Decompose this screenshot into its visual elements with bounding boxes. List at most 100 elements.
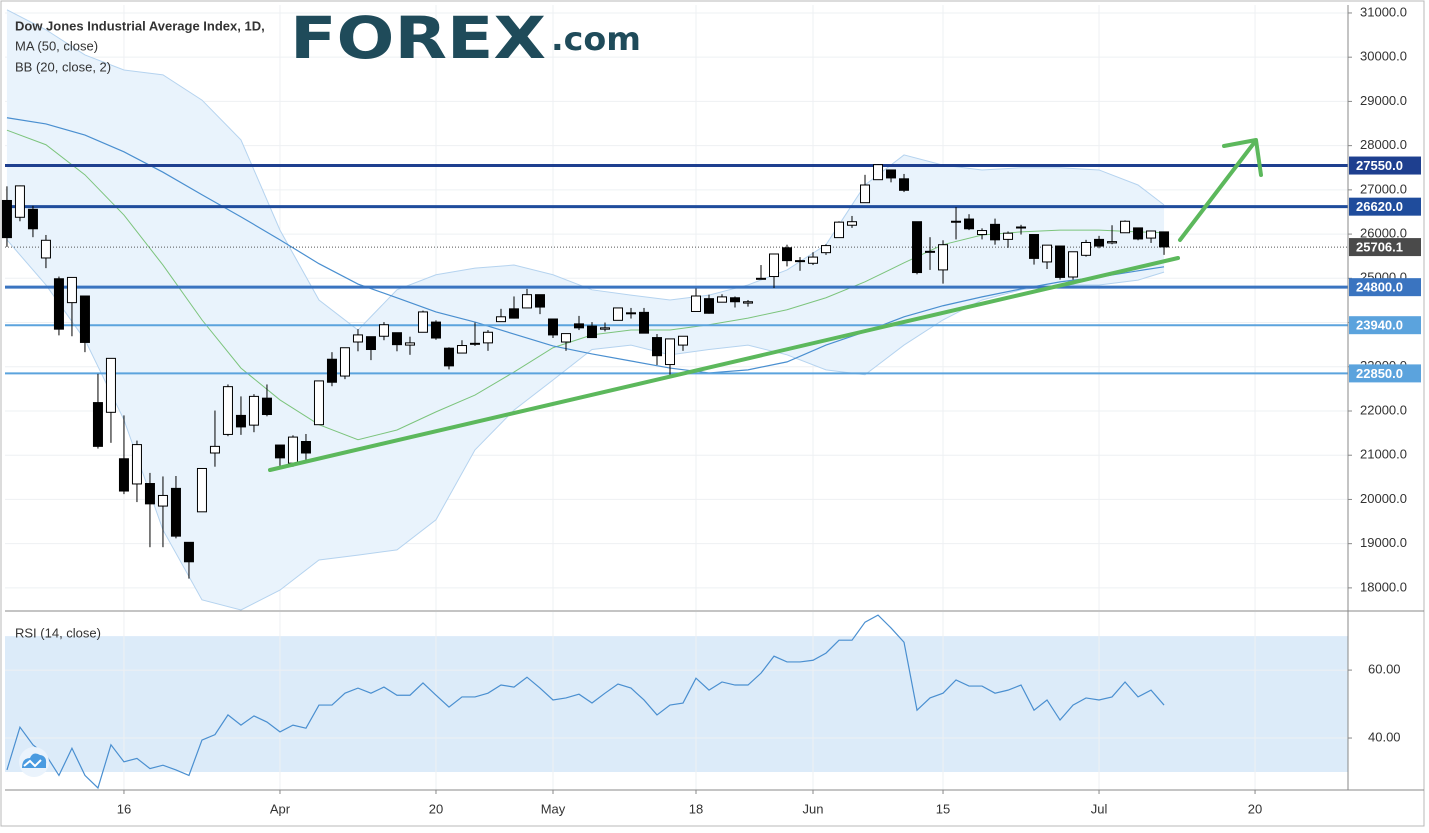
logo: FOREX: [290, 4, 546, 72]
candle-body: [235, 414, 246, 428]
candle-body: [1055, 245, 1066, 278]
candle-body: [391, 332, 402, 346]
candle-body: [977, 230, 988, 236]
candle-body: [899, 178, 910, 191]
candle-body: [157, 494, 168, 507]
candle-body: [547, 318, 558, 336]
y-tick-label: 28000.0: [1360, 137, 1407, 152]
price-tag-label: 24800.0: [1356, 280, 1403, 295]
candle-body: [313, 380, 324, 426]
candle-body: [886, 169, 897, 179]
y-tick-label: 20000.0: [1360, 491, 1407, 506]
candle-body: [743, 301, 754, 304]
candle-body: [27, 208, 38, 230]
y-tick-label: 29000.0: [1360, 93, 1407, 108]
arrow-shaft: [1178, 141, 1256, 242]
price-tag-label: 27550.0: [1356, 158, 1403, 173]
candle-body: [508, 308, 519, 319]
candle-body: [274, 444, 285, 459]
candle-body: [365, 336, 376, 351]
x-tick-label: Apr: [270, 801, 291, 816]
candle-body: [1146, 230, 1157, 239]
x-tick-label: Jun: [803, 801, 824, 816]
x-tick-label: 20: [1248, 801, 1262, 816]
candle-body: [261, 397, 272, 416]
candle-body: [769, 253, 780, 278]
candle-body: [66, 276, 77, 304]
legend-bb: BB (20, close, 2): [15, 59, 111, 74]
y-tick-label: 18000.0: [1360, 579, 1407, 594]
candle-body: [912, 221, 923, 274]
candle-body: [222, 386, 233, 435]
y-tick-label: 60.00: [1368, 662, 1401, 677]
rsi-line: [6, 614, 1165, 790]
annotations: [268, 138, 1263, 472]
candle-body: [612, 307, 623, 321]
candle-body: [625, 312, 636, 315]
axis-layer: 16 Apr 20 May 18 Jun 15 Jul 20 31000.0 30000.0 2900…: [5, 4, 1424, 816]
candle-body: [560, 333, 571, 343]
candle-body: [586, 325, 597, 339]
x-tick-label: May: [541, 801, 566, 816]
candle-body: [456, 345, 467, 354]
candle-body: [170, 487, 181, 537]
candle-body: [860, 184, 871, 204]
candle-body: [664, 338, 675, 366]
candle-body: [1, 199, 12, 239]
arrow-head: [1222, 138, 1263, 177]
ma-line: [6, 117, 1165, 374]
candle-body: [287, 436, 298, 464]
candle-body: [443, 347, 454, 367]
candle-body: [873, 164, 884, 181]
candle-body: [691, 295, 702, 312]
price-tag-label: 22850.0: [1356, 366, 1403, 381]
candle-body: [1081, 241, 1092, 256]
y-tick-label: 31000.0: [1360, 4, 1407, 19]
y-tick-label: 19000.0: [1360, 535, 1407, 550]
candle-body: [847, 221, 858, 226]
candle-body: [196, 467, 207, 513]
candle-body: [964, 218, 975, 230]
price-tag: [1349, 156, 1421, 175]
x-tick-label: Jul: [1091, 801, 1108, 816]
price-tag: [1349, 197, 1421, 216]
candle-body: [1120, 220, 1131, 234]
candle-body: [834, 221, 845, 239]
legend-rsi: RSI (14, close): [15, 625, 101, 640]
candle-body: [521, 294, 532, 309]
candle-body: [326, 358, 337, 383]
candle-body: [1094, 238, 1105, 247]
price-tag-label: 23940.0: [1356, 318, 1403, 333]
candle-body: [53, 278, 64, 330]
x-tick-label: 15: [936, 801, 950, 816]
x-tick-label: 20: [429, 801, 443, 816]
candle-body: [495, 316, 506, 323]
price-tag-label: 26620.0: [1356, 199, 1403, 214]
price-tag: [1349, 238, 1421, 257]
candle-body: [925, 250, 936, 253]
tv-logo-line: [23, 759, 42, 768]
candle-body: [938, 244, 949, 271]
candle-body: [404, 342, 415, 346]
candle-body: [756, 277, 767, 280]
candle-body: [704, 298, 715, 314]
y-tick-label: 26000.0: [1360, 226, 1407, 241]
candle-body: [92, 402, 103, 447]
candle-body: [808, 256, 819, 264]
y-tick-label: 21000.0: [1360, 447, 1407, 462]
tv-logo-cloud: [22, 753, 47, 768]
candle-body: [990, 223, 1001, 241]
candle-body: [1159, 231, 1170, 248]
candle-body: [821, 245, 832, 254]
y-tick-label: 22000.0: [1360, 402, 1407, 417]
candle-body: [482, 331, 493, 344]
candle-body: [417, 311, 428, 333]
candle-body: [717, 296, 728, 303]
bb-lower: [6, 239, 1165, 611]
legend-ma: MA (50, close): [15, 38, 98, 53]
candle-body: [105, 357, 116, 413]
price-tag-label: 25706.1: [1356, 240, 1403, 255]
candle-body: [951, 220, 962, 223]
price-tag: [1349, 364, 1421, 383]
